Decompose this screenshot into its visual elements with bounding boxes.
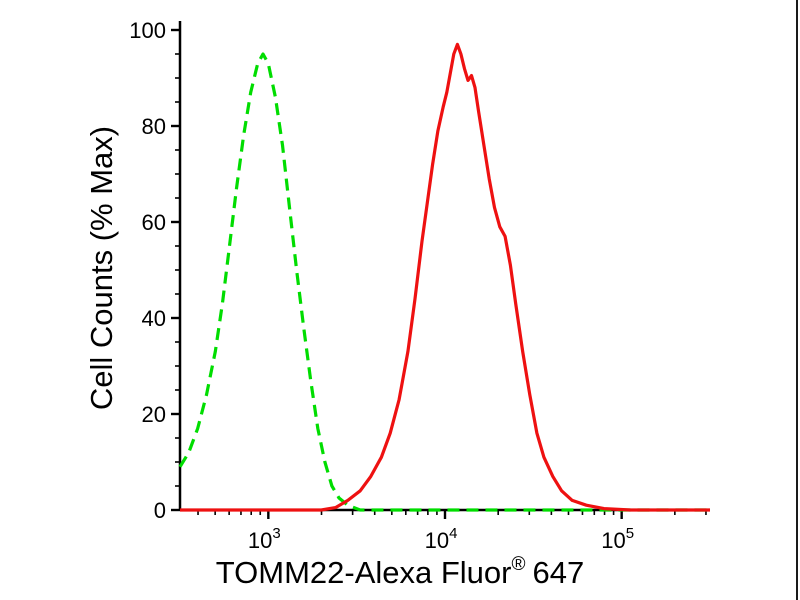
y-tick-label: 20 [142,402,166,427]
y-tick-label: 60 [142,210,166,235]
screenshot-right-border [796,0,798,600]
y-tick-label: 40 [142,306,166,331]
registered-trademark-icon: ® [512,554,526,575]
y-tick-label: 80 [142,114,166,139]
y-tick-label: 0 [154,498,166,523]
y-axis-title: Cell Counts (% Max) [84,126,119,410]
x-tick-label: 103 [248,525,281,553]
x-axis-title-main: TOMM22-Alexa Fluor [216,555,512,590]
axes: 0 20 40 60 80 100 103 104 105 [129,18,710,553]
x-tick-label: 105 [601,525,634,553]
curves [178,42,710,512]
x-tick-label: 104 [425,525,458,553]
x-axis-title-suffix: 647 [533,555,585,590]
green-dashed-histogram [178,52,710,512]
x-axis-title: TOMM22-Alexa Fluor® 647 [216,554,584,590]
y-tick-label: 100 [129,18,166,43]
red-solid-histogram [180,42,710,512]
